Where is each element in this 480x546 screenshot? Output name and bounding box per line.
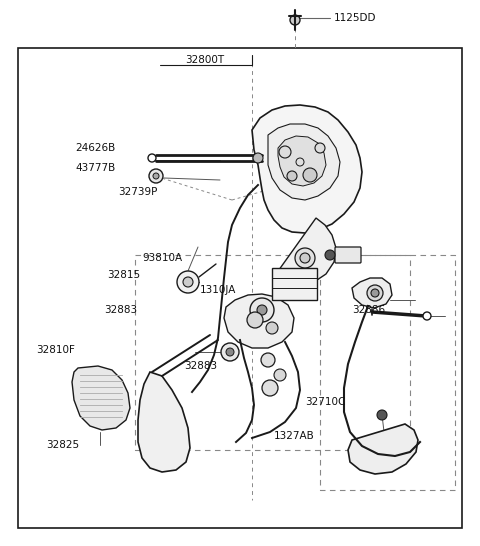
Text: 1125DD: 1125DD [334, 13, 376, 23]
Text: 32883: 32883 [184, 361, 217, 371]
Circle shape [266, 322, 278, 334]
Circle shape [279, 146, 291, 158]
Circle shape [247, 312, 263, 328]
Text: 1310JA: 1310JA [200, 285, 236, 295]
Text: 32886: 32886 [352, 305, 385, 315]
Circle shape [261, 353, 275, 367]
Text: 43777B: 43777B [75, 163, 115, 173]
Polygon shape [72, 366, 130, 430]
Circle shape [226, 348, 234, 356]
Text: 93810A: 93810A [142, 253, 182, 263]
Circle shape [377, 410, 387, 420]
Text: 32815: 32815 [107, 270, 140, 280]
Text: 32825: 32825 [46, 440, 79, 450]
Polygon shape [252, 105, 362, 233]
Polygon shape [352, 278, 392, 308]
Circle shape [274, 369, 286, 381]
Circle shape [149, 169, 163, 183]
Text: 32810F: 32810F [36, 345, 75, 355]
Circle shape [287, 171, 297, 181]
Circle shape [371, 289, 379, 297]
Bar [272, 268, 317, 300]
Text: 32710C: 32710C [305, 397, 346, 407]
Circle shape [295, 248, 315, 268]
Circle shape [221, 343, 239, 361]
Circle shape [177, 271, 199, 293]
FancyBboxPatch shape [335, 247, 361, 263]
Circle shape [148, 154, 156, 162]
Circle shape [257, 305, 267, 315]
Text: 24626B: 24626B [75, 143, 115, 153]
Circle shape [262, 380, 278, 396]
Polygon shape [278, 136, 326, 186]
Polygon shape [138, 372, 190, 472]
Circle shape [303, 168, 317, 182]
Circle shape [315, 143, 325, 153]
Polygon shape [224, 294, 294, 348]
Polygon shape [276, 218, 336, 285]
Polygon shape [268, 124, 340, 200]
Circle shape [325, 250, 335, 260]
Circle shape [253, 153, 263, 163]
Polygon shape [348, 424, 418, 474]
Circle shape [423, 312, 431, 320]
Circle shape [367, 285, 383, 301]
Circle shape [250, 298, 274, 322]
Text: 32739P: 32739P [118, 187, 157, 197]
Circle shape [183, 277, 193, 287]
Circle shape [300, 253, 310, 263]
Text: 32800T: 32800T [185, 55, 224, 65]
Bar [18, 48, 462, 528]
Circle shape [153, 173, 159, 179]
Circle shape [290, 15, 300, 25]
Text: 32883: 32883 [104, 305, 137, 315]
Text: 1327AB: 1327AB [274, 431, 315, 441]
